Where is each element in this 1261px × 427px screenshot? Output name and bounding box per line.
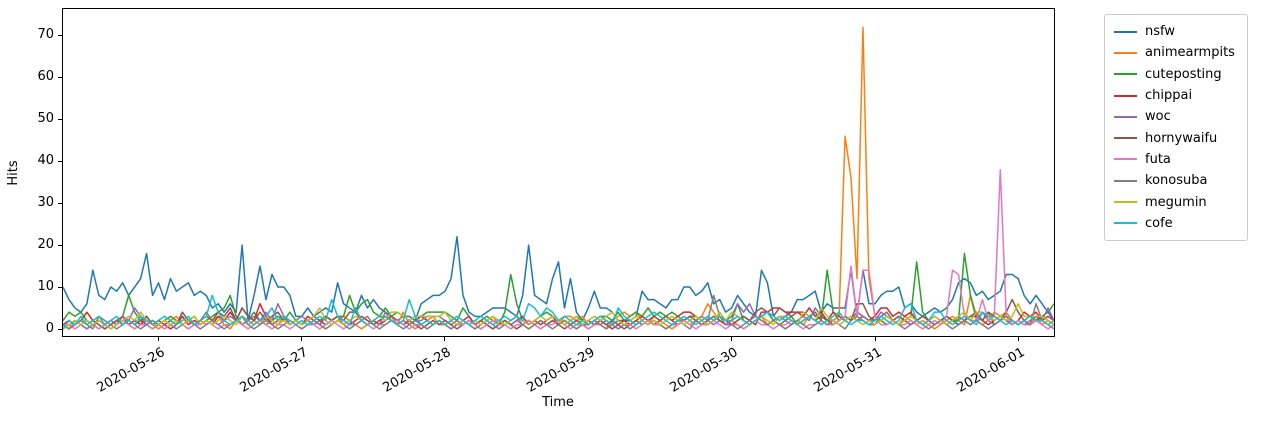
y-tick-mark [58, 34, 62, 36]
legend-item-chippai: chippai [1114, 85, 1238, 106]
legend-item-nsfw: nsfw [1114, 21, 1238, 42]
legend: nsfw animearmpits cuteposting chippai woc hor… [1104, 14, 1248, 241]
y-tick-mark [58, 202, 62, 204]
legend-label: animearmpits [1145, 45, 1235, 61]
y-tick-mark [58, 118, 62, 120]
y-tick-mark [58, 286, 62, 288]
legend-item-konosuba: konosuba [1114, 170, 1238, 191]
series-lines-canvas [63, 26, 1054, 330]
series-line-konosuba [63, 294, 1054, 330]
legend-line-swatch [1114, 73, 1137, 76]
x-tick-mark [444, 337, 446, 341]
legend-line-swatch [1114, 51, 1137, 54]
legend-line-swatch [1114, 201, 1137, 204]
legend-label: cuteposting [1145, 66, 1222, 82]
plot-area [62, 8, 1055, 337]
legend-label: nsfw [1145, 24, 1175, 40]
legend-line-swatch [1114, 137, 1137, 140]
y-tick-label: 10 [37, 278, 54, 294]
x-tick-mark [157, 337, 159, 341]
y-tick-mark [58, 328, 62, 330]
legend-item-hornywaifu: hornywaifu [1114, 127, 1238, 148]
y-tick-mark [58, 76, 62, 78]
y-tick-label: 50 [37, 110, 54, 126]
x-tick-label: 2020-06-01 [954, 345, 1028, 396]
legend-label: chippai [1145, 88, 1193, 104]
y-tick-mark [58, 160, 62, 162]
legend-label: futa [1145, 151, 1171, 167]
x-tick-mark [1018, 337, 1020, 341]
legend-line-swatch [1114, 222, 1137, 225]
legend-line-swatch [1114, 179, 1137, 182]
x-tick-mark [731, 337, 733, 341]
y-tick-label: 40 [37, 152, 54, 168]
legend-item-woc: woc [1114, 106, 1238, 127]
legend-label: woc [1145, 109, 1171, 125]
legend-label: megumin [1145, 194, 1207, 210]
legend-item-cofe: cofe [1114, 213, 1238, 234]
y-tick-label: 20 [37, 236, 54, 252]
legend-item-futa: futa [1114, 149, 1238, 170]
x-tick-label: 2020-05-26 [94, 345, 168, 396]
series-line-animearmpits [63, 26, 1054, 330]
legend-line-swatch [1114, 115, 1137, 118]
x-tick-mark [874, 337, 876, 341]
y-tick-label: 70 [37, 26, 54, 42]
y-tick-label: 30 [37, 194, 54, 210]
x-tick-mark [587, 337, 589, 341]
legend-item-cuteposting: cuteposting [1114, 64, 1238, 85]
legend-line-swatch [1114, 30, 1137, 33]
legend-line-swatch [1114, 94, 1137, 97]
y-tick-mark [58, 244, 62, 246]
x-axis-label: Time [542, 395, 574, 410]
legend-label: konosuba [1145, 173, 1208, 189]
legend-item-animearmpits: animearmpits [1114, 42, 1238, 63]
x-tick-mark [301, 337, 303, 341]
y-tick-label: 0 [45, 320, 54, 336]
series-line-nsfw [63, 236, 1054, 322]
x-tick-label: 2020-05-29 [524, 345, 598, 396]
x-tick-label: 2020-05-31 [811, 345, 885, 396]
legend-line-swatch [1114, 158, 1137, 161]
legend-label: hornywaifu [1145, 130, 1218, 146]
series-line-cofe [63, 294, 1054, 330]
x-tick-label: 2020-05-30 [667, 345, 741, 396]
x-tick-label: 2020-05-27 [237, 345, 311, 396]
legend-label: cofe [1145, 215, 1173, 231]
y-tick-label: 60 [37, 68, 54, 84]
x-tick-label: 2020-05-28 [381, 345, 454, 396]
legend-item-megumin: megumin [1114, 191, 1238, 212]
